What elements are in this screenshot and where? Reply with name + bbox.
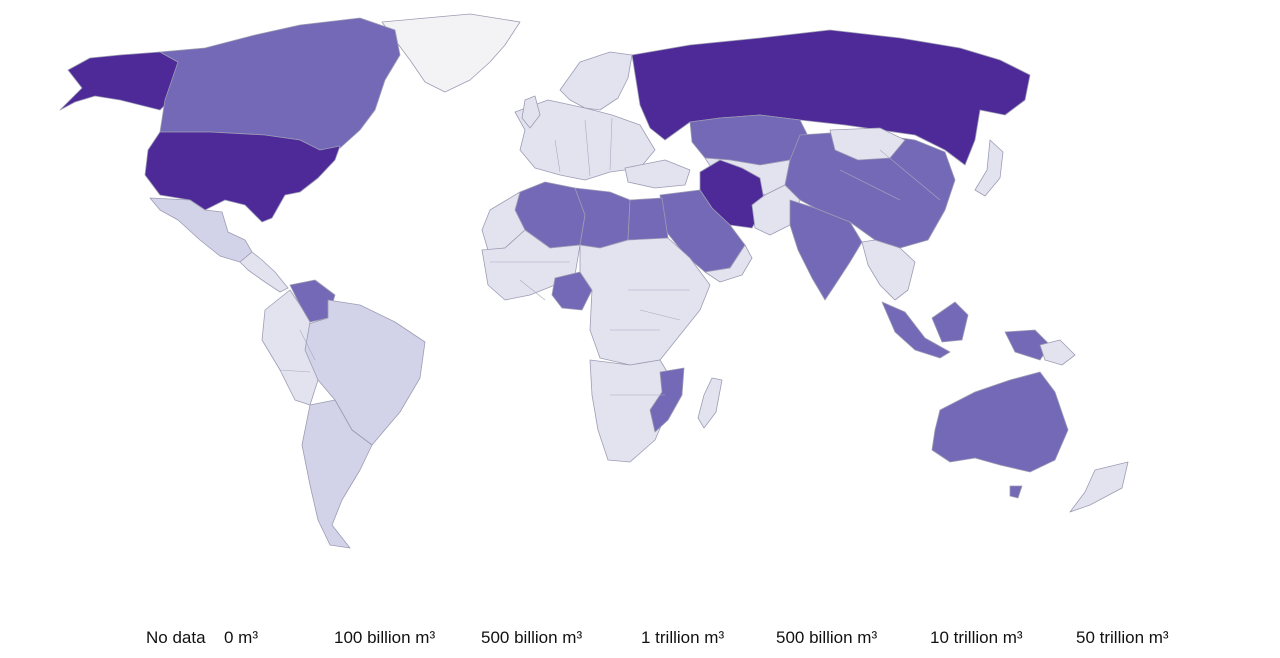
country-argentina[interactable] <box>301 399 373 549</box>
region-southern-africa[interactable] <box>589 359 673 463</box>
country-alaska[interactable] <box>59 51 179 111</box>
legend-item-0: 0 m³ <box>224 628 258 647</box>
region-andean-south-america[interactable] <box>261 289 319 406</box>
region-europe[interactable] <box>514 99 656 181</box>
country-australia[interactable] <box>931 371 1069 473</box>
legend-item-1-trillion: 1 trillion m³ <box>641 628 725 647</box>
country-greenland[interactable] <box>381 13 521 93</box>
region-central-africa[interactable] <box>579 237 711 366</box>
country-new-zealand[interactable] <box>1069 461 1129 513</box>
country-papua-new-guinea[interactable] <box>1039 339 1076 366</box>
country-canada[interactable] <box>159 17 401 151</box>
region-central-america[interactable] <box>239 251 289 293</box>
country-usa[interactable] <box>144 131 341 223</box>
legend-item-no-data: No data <box>146 628 206 647</box>
country-indonesia[interactable] <box>881 301 951 359</box>
country-uk[interactable] <box>521 95 541 129</box>
country-mexico[interactable] <box>149 197 253 263</box>
region-arabian-peninsula[interactable] <box>704 244 753 283</box>
country-japan[interactable] <box>974 139 1004 197</box>
country-borneo[interactable] <box>931 301 969 343</box>
border-lines <box>279 117 941 396</box>
country-tasmania[interactable] <box>1009 485 1023 499</box>
country-madagascar[interactable] <box>697 377 723 429</box>
region-southeast-asia[interactable] <box>861 239 916 301</box>
world-map <box>59 13 1129 549</box>
region-scandinavia[interactable] <box>559 51 633 111</box>
legend-item-10-trillion: 10 trillion m³ <box>930 628 1023 647</box>
country-turkey[interactable] <box>624 159 691 189</box>
legend-item-100-billion: 100 billion m³ <box>334 628 436 647</box>
legend-item-500-billion: 500 billion m³ <box>481 628 583 647</box>
legend-item-50-trillion: 50 trillion m³ <box>1076 628 1169 647</box>
legend-item-500-billion-b: 500 billion m³ <box>776 628 878 647</box>
map-legend: No data 0 m³ 100 billion m³ 500 billion … <box>0 628 1280 652</box>
